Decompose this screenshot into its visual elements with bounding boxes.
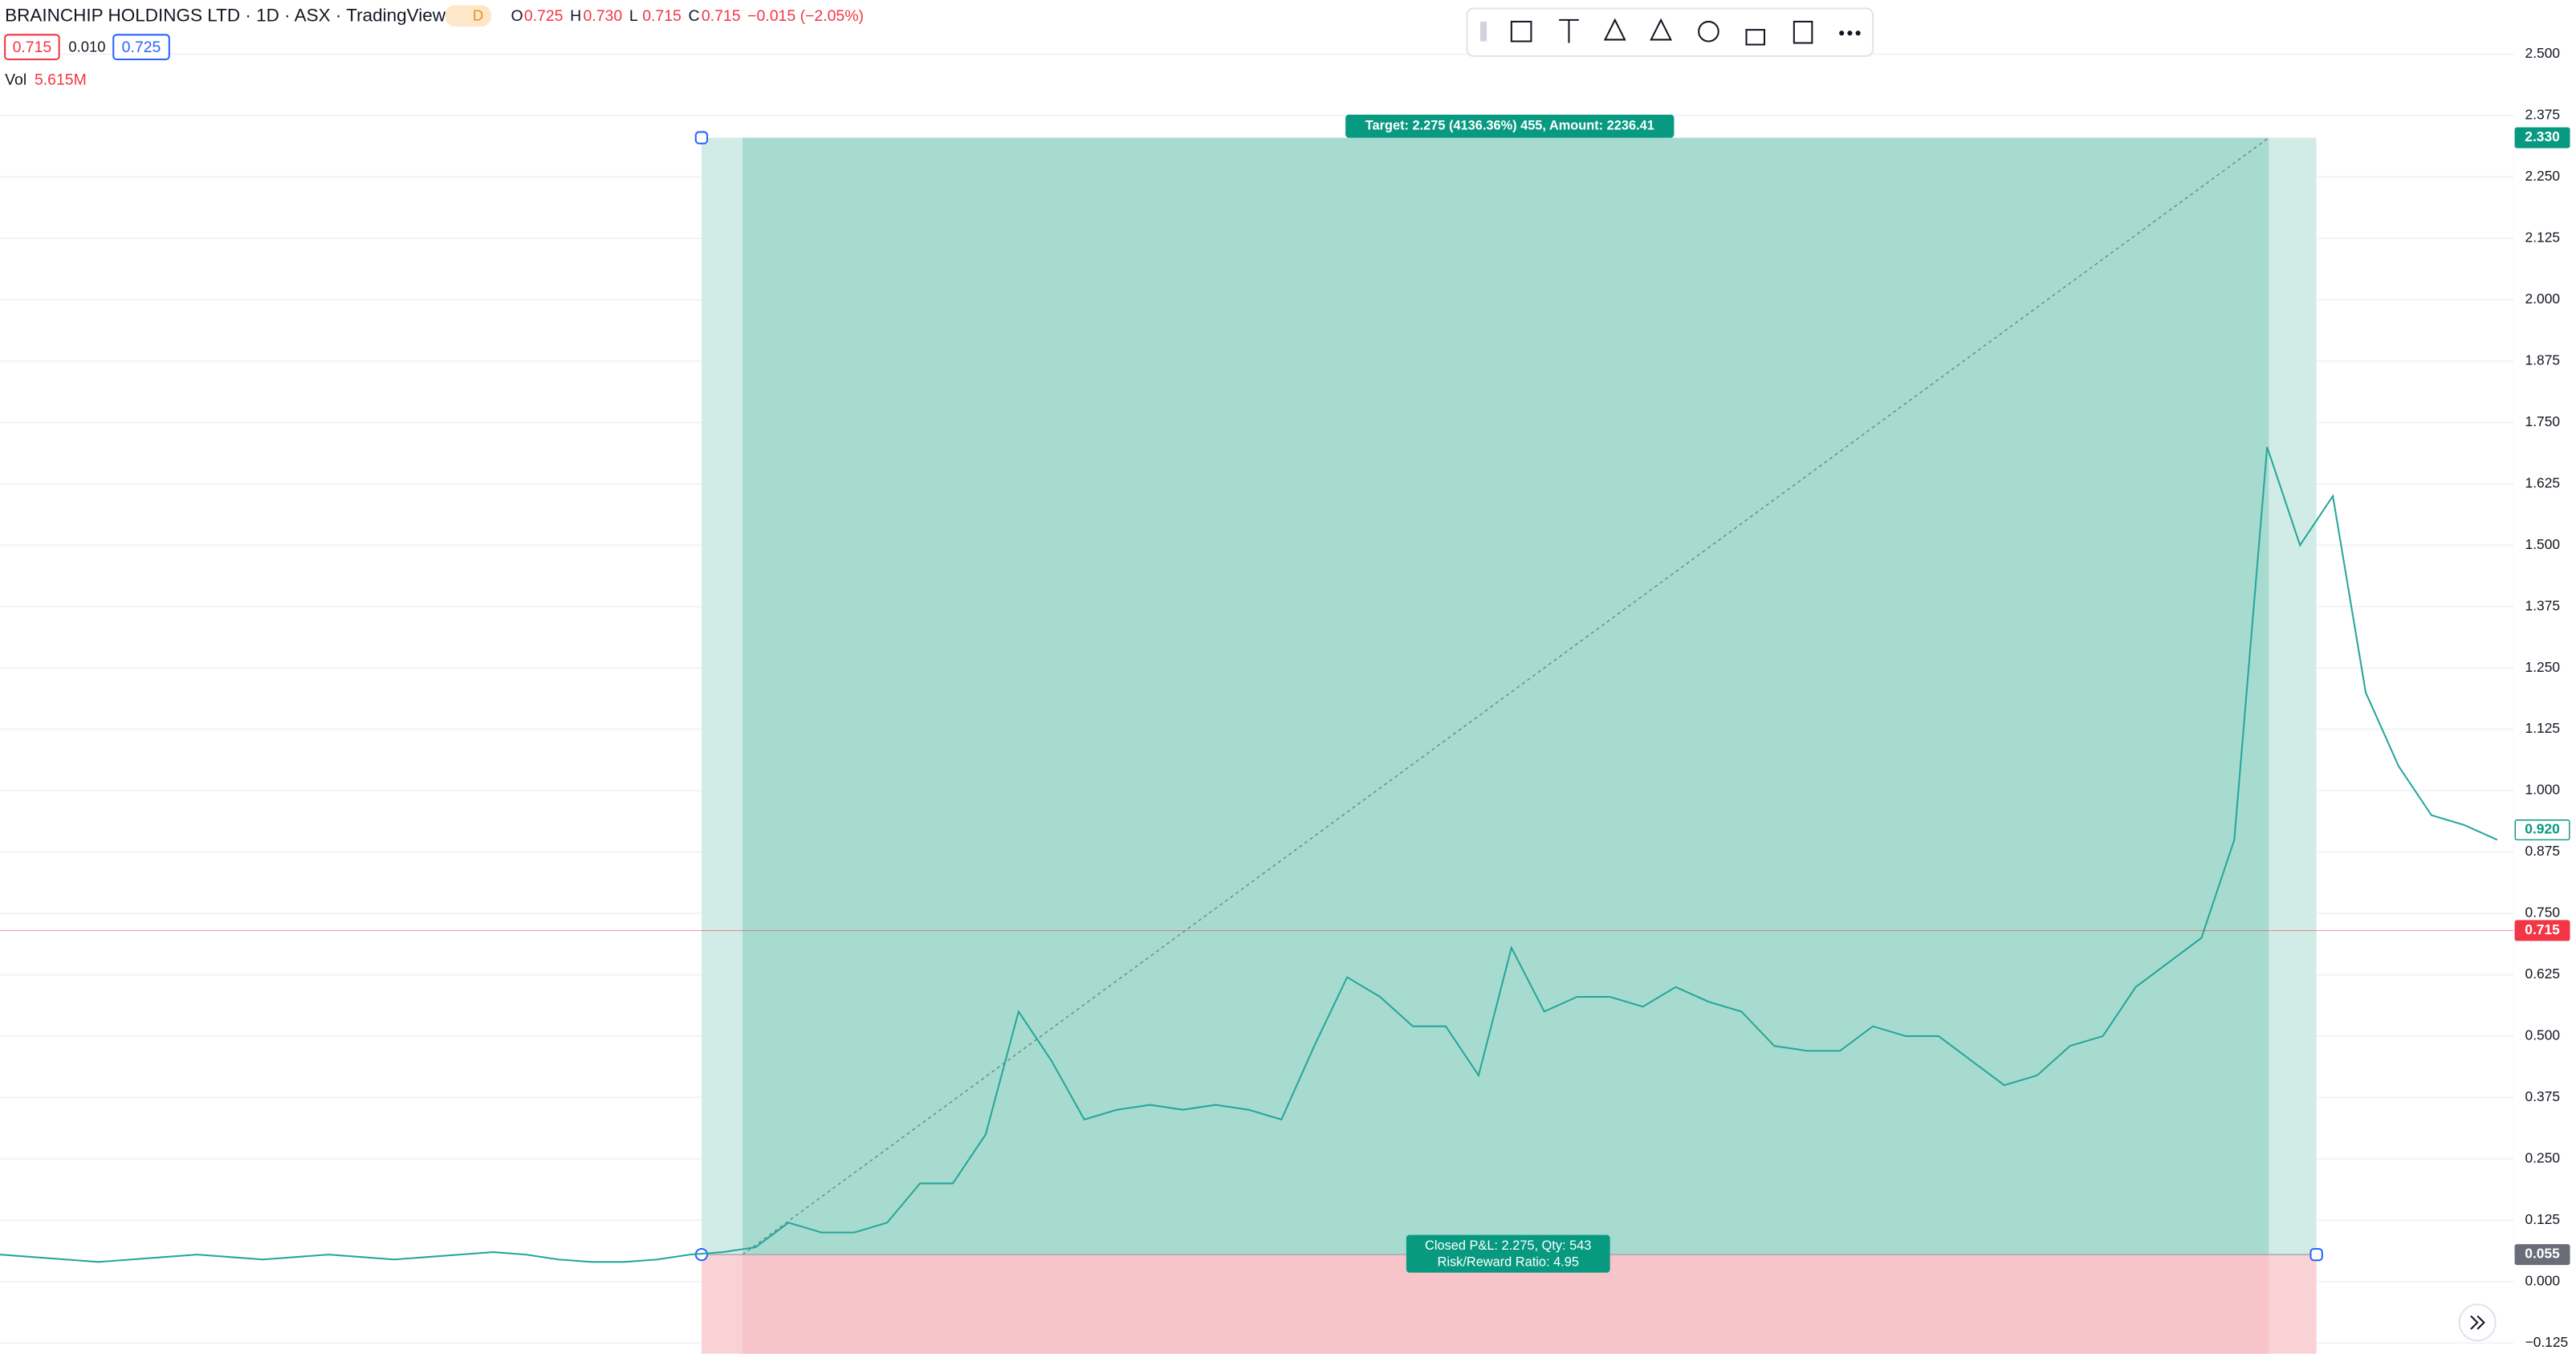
ohlc-value: 0.725	[524, 7, 564, 25]
symbol-title: BRAINCHIP HOLDINGS LTD · 1D · ASX · Trad…	[5, 6, 446, 26]
y-tick-label: 2.250	[2525, 168, 2560, 184]
y-tick-label: 1.000	[2525, 782, 2560, 798]
ask-box[interactable]	[112, 34, 170, 61]
interval-badge: D	[473, 7, 483, 24]
price-plot	[0, 446, 2514, 1263]
fill-button[interactable]	[1603, 18, 1626, 41]
change: −0.015 (−2.05%)	[747, 7, 864, 25]
scroll-icon	[2470, 1315, 2485, 1330]
y-tick-label: 0.625	[2525, 966, 2560, 982]
y-tick-label: 1.625	[2525, 474, 2560, 490]
template-button[interactable]	[1510, 20, 1532, 43]
profit-zone-inner	[743, 137, 2269, 1255]
price-badge	[2514, 127, 2570, 148]
price-badge	[2514, 920, 2570, 941]
ohlc-value: 0.730	[584, 7, 623, 25]
spread: 0.010	[68, 39, 105, 55]
text-button[interactable]	[1559, 18, 1579, 43]
handle[interactable]	[2309, 1247, 2323, 1262]
y-tick-label: 0.750	[2525, 905, 2560, 921]
price-badge	[2514, 819, 2570, 841]
drag-handle[interactable]	[1479, 21, 1487, 42]
target-label: Target: 2.275 (4136.36%) 455, Amount: 22…	[1365, 119, 1654, 133]
y-tick-label: 0.000	[2525, 1272, 2560, 1288]
price-badge-label: 2.330	[2525, 128, 2559, 144]
y-tick-label: 0.250	[2525, 1149, 2560, 1165]
bid-box[interactable]	[4, 34, 60, 61]
closed-label-bg	[1406, 1234, 1610, 1273]
y-tick-label: 1.875	[2525, 352, 2560, 368]
y-tick-label: 1.750	[2525, 413, 2560, 429]
volume: 5.615M	[35, 71, 87, 89]
bid: 0.715	[13, 39, 52, 56]
ohlc-key: H	[570, 7, 581, 25]
handle[interactable]	[694, 131, 709, 144]
line-color-button[interactable]	[1650, 18, 1673, 41]
ohlc: O 0.725 H 0.730 L 0.715 C 0.715	[511, 7, 740, 25]
ohlc-key: C	[689, 7, 700, 25]
y-tick-label: −0.125	[2525, 1334, 2569, 1350]
y-tick-label: 0.375	[2525, 1088, 2560, 1104]
delete-button[interactable]	[1793, 20, 1813, 44]
interval-badge-bg	[445, 5, 491, 27]
ohlc-key: L	[629, 7, 638, 25]
price-badge-label: 0.715	[2525, 921, 2560, 937]
y-tick-label: 0.875	[2525, 843, 2560, 859]
y-tick-label: 1.375	[2525, 597, 2560, 613]
y-tick-label: 2.375	[2525, 107, 2560, 123]
price-badge-label: 0.920	[2525, 821, 2559, 837]
ratio-label: Risk/Reward Ratio: 4.95	[1438, 1255, 1579, 1270]
target-label-bg	[1345, 114, 1675, 138]
ohlc-key: O	[511, 7, 523, 25]
price-axis-labels: 2.500 2.375 2.250 2.125 2.000 1.875 1.750 1.625…	[2514, 45, 2570, 1350]
drawing-toolbar	[1466, 7, 1874, 57]
y-tick-label: 1.500	[2525, 536, 2560, 552]
ask: 0.725	[122, 39, 161, 56]
closed-label: Closed P&L: 2.275, Qty: 543	[1425, 1238, 1591, 1253]
price-badge	[2514, 1244, 2570, 1266]
settings-button[interactable]	[1698, 20, 1719, 43]
y-tick-label: 1.250	[2525, 659, 2560, 675]
price-axis	[2513, 0, 2576, 1354]
y-tick-label: 0.500	[2525, 1027, 2560, 1043]
price-line	[0, 446, 2498, 1263]
volume-label: Vol	[5, 71, 26, 89]
y-tick-label: 2.125	[2525, 230, 2560, 246]
y-tick-label: 1.125	[2525, 720, 2560, 736]
y-tick-label: 2.000	[2525, 291, 2560, 307]
price-badge-label: 0.055	[2525, 1246, 2560, 1262]
position-tool[interactable]: Target: 2.275 (4136.36%) 455, Amount: 22…	[694, 114, 2576, 1354]
lock-button[interactable]	[1745, 29, 1766, 46]
more-button[interactable]	[1839, 30, 1861, 36]
ohlc-value: 0.715	[702, 7, 741, 25]
ohlc-value: 0.715	[642, 7, 682, 25]
y-tick-label: 2.500	[2525, 45, 2560, 61]
y-tick-label: 0.125	[2525, 1211, 2560, 1227]
